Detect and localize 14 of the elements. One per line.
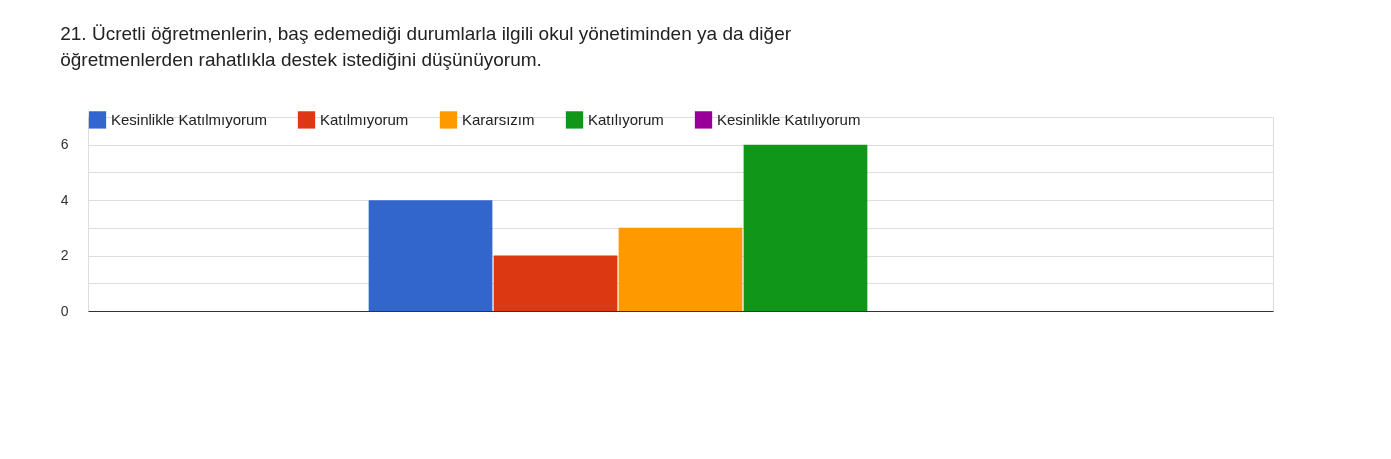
bar xyxy=(493,255,618,311)
y-tick-label: 6 xyxy=(60,136,69,153)
y-tick-label: 0 xyxy=(60,302,69,319)
chart-title: 21. Ücretli öğretmenlerin, baş edemediği durumlarla ilgili okul yönetiminden ya da diğer öğretmenlerden rahatlıkla destek istediğini düşünüyorum. xyxy=(60,23,792,70)
legend-label: Katılmıyorum xyxy=(320,110,409,128)
legend-label: Kesinlikle Katılıyorum xyxy=(717,110,861,128)
legend-label: Katılıyorum xyxy=(588,110,664,128)
legend-label: Kesinlikle Katılmıyorum xyxy=(111,110,267,128)
y-tick-label: 4 xyxy=(60,191,69,208)
bar xyxy=(618,227,743,311)
y-tick-label: 2 xyxy=(60,247,69,264)
bar xyxy=(368,200,493,311)
legend-label: Kararsızım xyxy=(462,110,535,128)
bar xyxy=(743,144,868,311)
